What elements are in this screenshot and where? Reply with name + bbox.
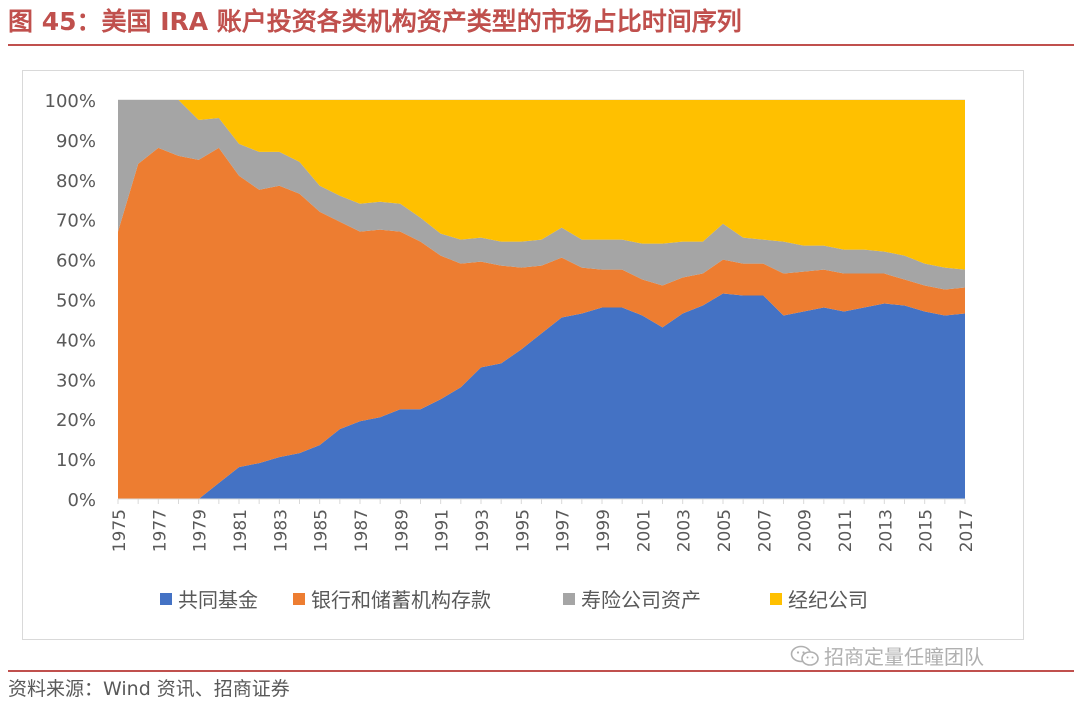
legend-swatch-3: [563, 593, 575, 605]
chart-frame: [22, 70, 1024, 640]
title-divider: [8, 44, 1074, 46]
x-tick-label: 1987: [352, 509, 372, 552]
legend: 共同基金 银行和储蓄机构存款 寿险公司资产 经纪公司: [160, 588, 868, 612]
area-series-1: [118, 293, 965, 499]
footer-divider: [8, 670, 1074, 672]
x-tick-label: 1997: [554, 509, 574, 552]
x-tick-label: 1989: [392, 509, 412, 552]
x-tick-label: 2015: [917, 509, 937, 552]
x-tick-label: 2007: [755, 509, 775, 552]
x-tick-label: 1991: [433, 509, 453, 552]
area-series-3: [118, 100, 965, 290]
legend-swatch-2: [293, 593, 305, 605]
legend-label-3: 寿险公司资产: [581, 588, 701, 612]
x-tick-label: 2001: [634, 509, 654, 552]
watermark-text: 招商定量任瞳团队: [824, 645, 984, 669]
x-tick-label: 1981: [231, 509, 251, 552]
area-series-4: [118, 100, 965, 270]
y-tick-label: 70%: [56, 211, 96, 232]
y-tick-label: 0%: [67, 490, 96, 511]
watermark: 招商定量任瞳团队: [790, 642, 984, 672]
x-tick-label: 1975: [110, 509, 130, 552]
figure-title: 图 45：美国 IRA 账户投资各类机构资产类型的市场占比时间序列: [8, 7, 742, 36]
series-areas: [118, 100, 965, 499]
x-tick-label: 1983: [271, 509, 291, 552]
x-tick-label: 2011: [836, 509, 856, 552]
y-tick-label: 90%: [56, 131, 96, 152]
x-tick-label: 2005: [715, 509, 735, 552]
y-tick-label: 80%: [56, 171, 96, 192]
x-tick-label: 1999: [594, 509, 614, 552]
area-series-2: [118, 147, 965, 499]
x-tick-label: 2009: [796, 509, 816, 552]
legend-label-2: 银行和储蓄机构存款: [311, 588, 491, 612]
x-tick-label: 2013: [876, 509, 896, 552]
legend-swatch-4: [770, 593, 782, 605]
wechat-icon: [790, 645, 819, 666]
x-tick-label: 1985: [312, 509, 332, 552]
y-tick-label: 40%: [56, 330, 96, 351]
y-tick-label: 60%: [56, 251, 96, 272]
x-tick-label: 1979: [191, 509, 211, 552]
x-tick-label: 2017: [957, 509, 977, 552]
y-tick-label: 30%: [56, 370, 96, 391]
x-tick-label: 1977: [150, 509, 170, 552]
y-tick-label: 20%: [56, 410, 96, 431]
y-tick-label: 10%: [56, 450, 96, 471]
x-tick-label: 1993: [473, 509, 493, 552]
x-tick-label: 2003: [675, 509, 695, 552]
y-tick-label: 50%: [56, 291, 96, 312]
legend-label-4: 经纪公司: [788, 588, 868, 612]
y-tick-label: 100%: [45, 91, 96, 112]
legend-label-1: 共同基金: [178, 588, 258, 612]
source-note: 资料来源：Wind 资讯、招商证券: [8, 678, 290, 700]
x-tick-label: 1995: [513, 509, 533, 552]
y-axis-ticks: 0% 10% 20% 30% 40% 50% 60% 70% 80% 90% 100%: [45, 91, 96, 511]
legend-swatch-1: [160, 593, 172, 605]
x-axis-ticks: 1975 1977 1979 1981 1983 1985 1987 1989 1991 1993…: [110, 498, 977, 552]
